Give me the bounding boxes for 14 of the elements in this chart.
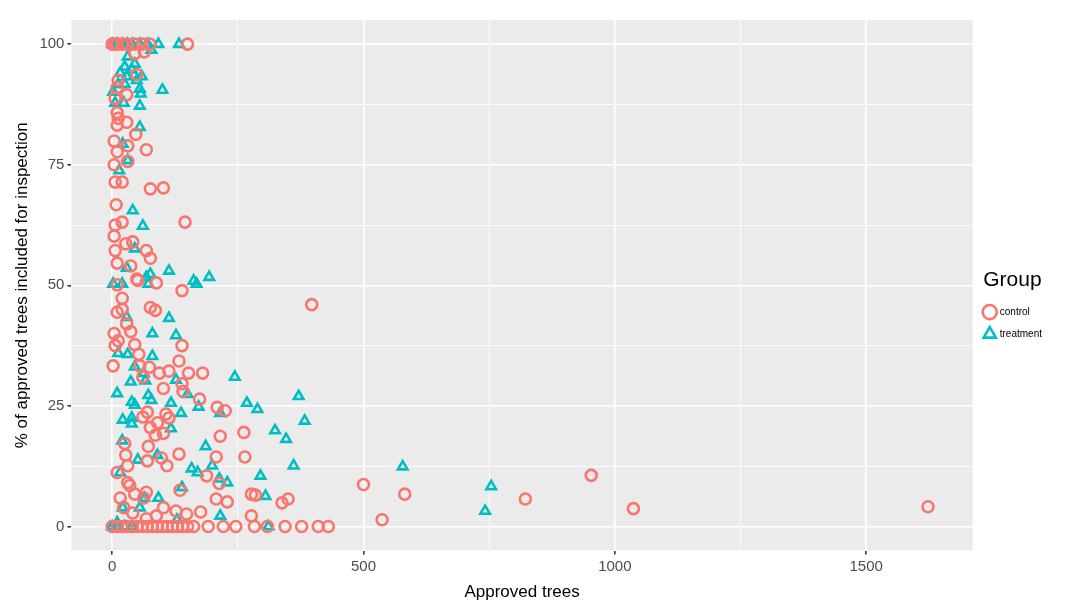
x-tick-label: 1000: [598, 556, 632, 574]
x-tick-label: 1500: [849, 556, 883, 574]
y-tick-label: 100: [39, 34, 65, 52]
y-tick-label: 25: [47, 396, 65, 414]
x-tick-label: 0: [107, 556, 117, 574]
x-axis-title: Approved trees: [464, 582, 580, 602]
y-tick-label: 0: [56, 516, 65, 534]
legend-label: treatment: [999, 327, 1043, 339]
legend-label: control: [999, 305, 1030, 317]
legend-title: Group: [983, 267, 1042, 291]
y-axis-title: % of approved trees included for inspection: [11, 122, 31, 449]
y-tick-label: 50: [47, 275, 65, 293]
y-tick-label: 75: [47, 154, 65, 172]
x-tick-label: 500: [350, 556, 377, 574]
